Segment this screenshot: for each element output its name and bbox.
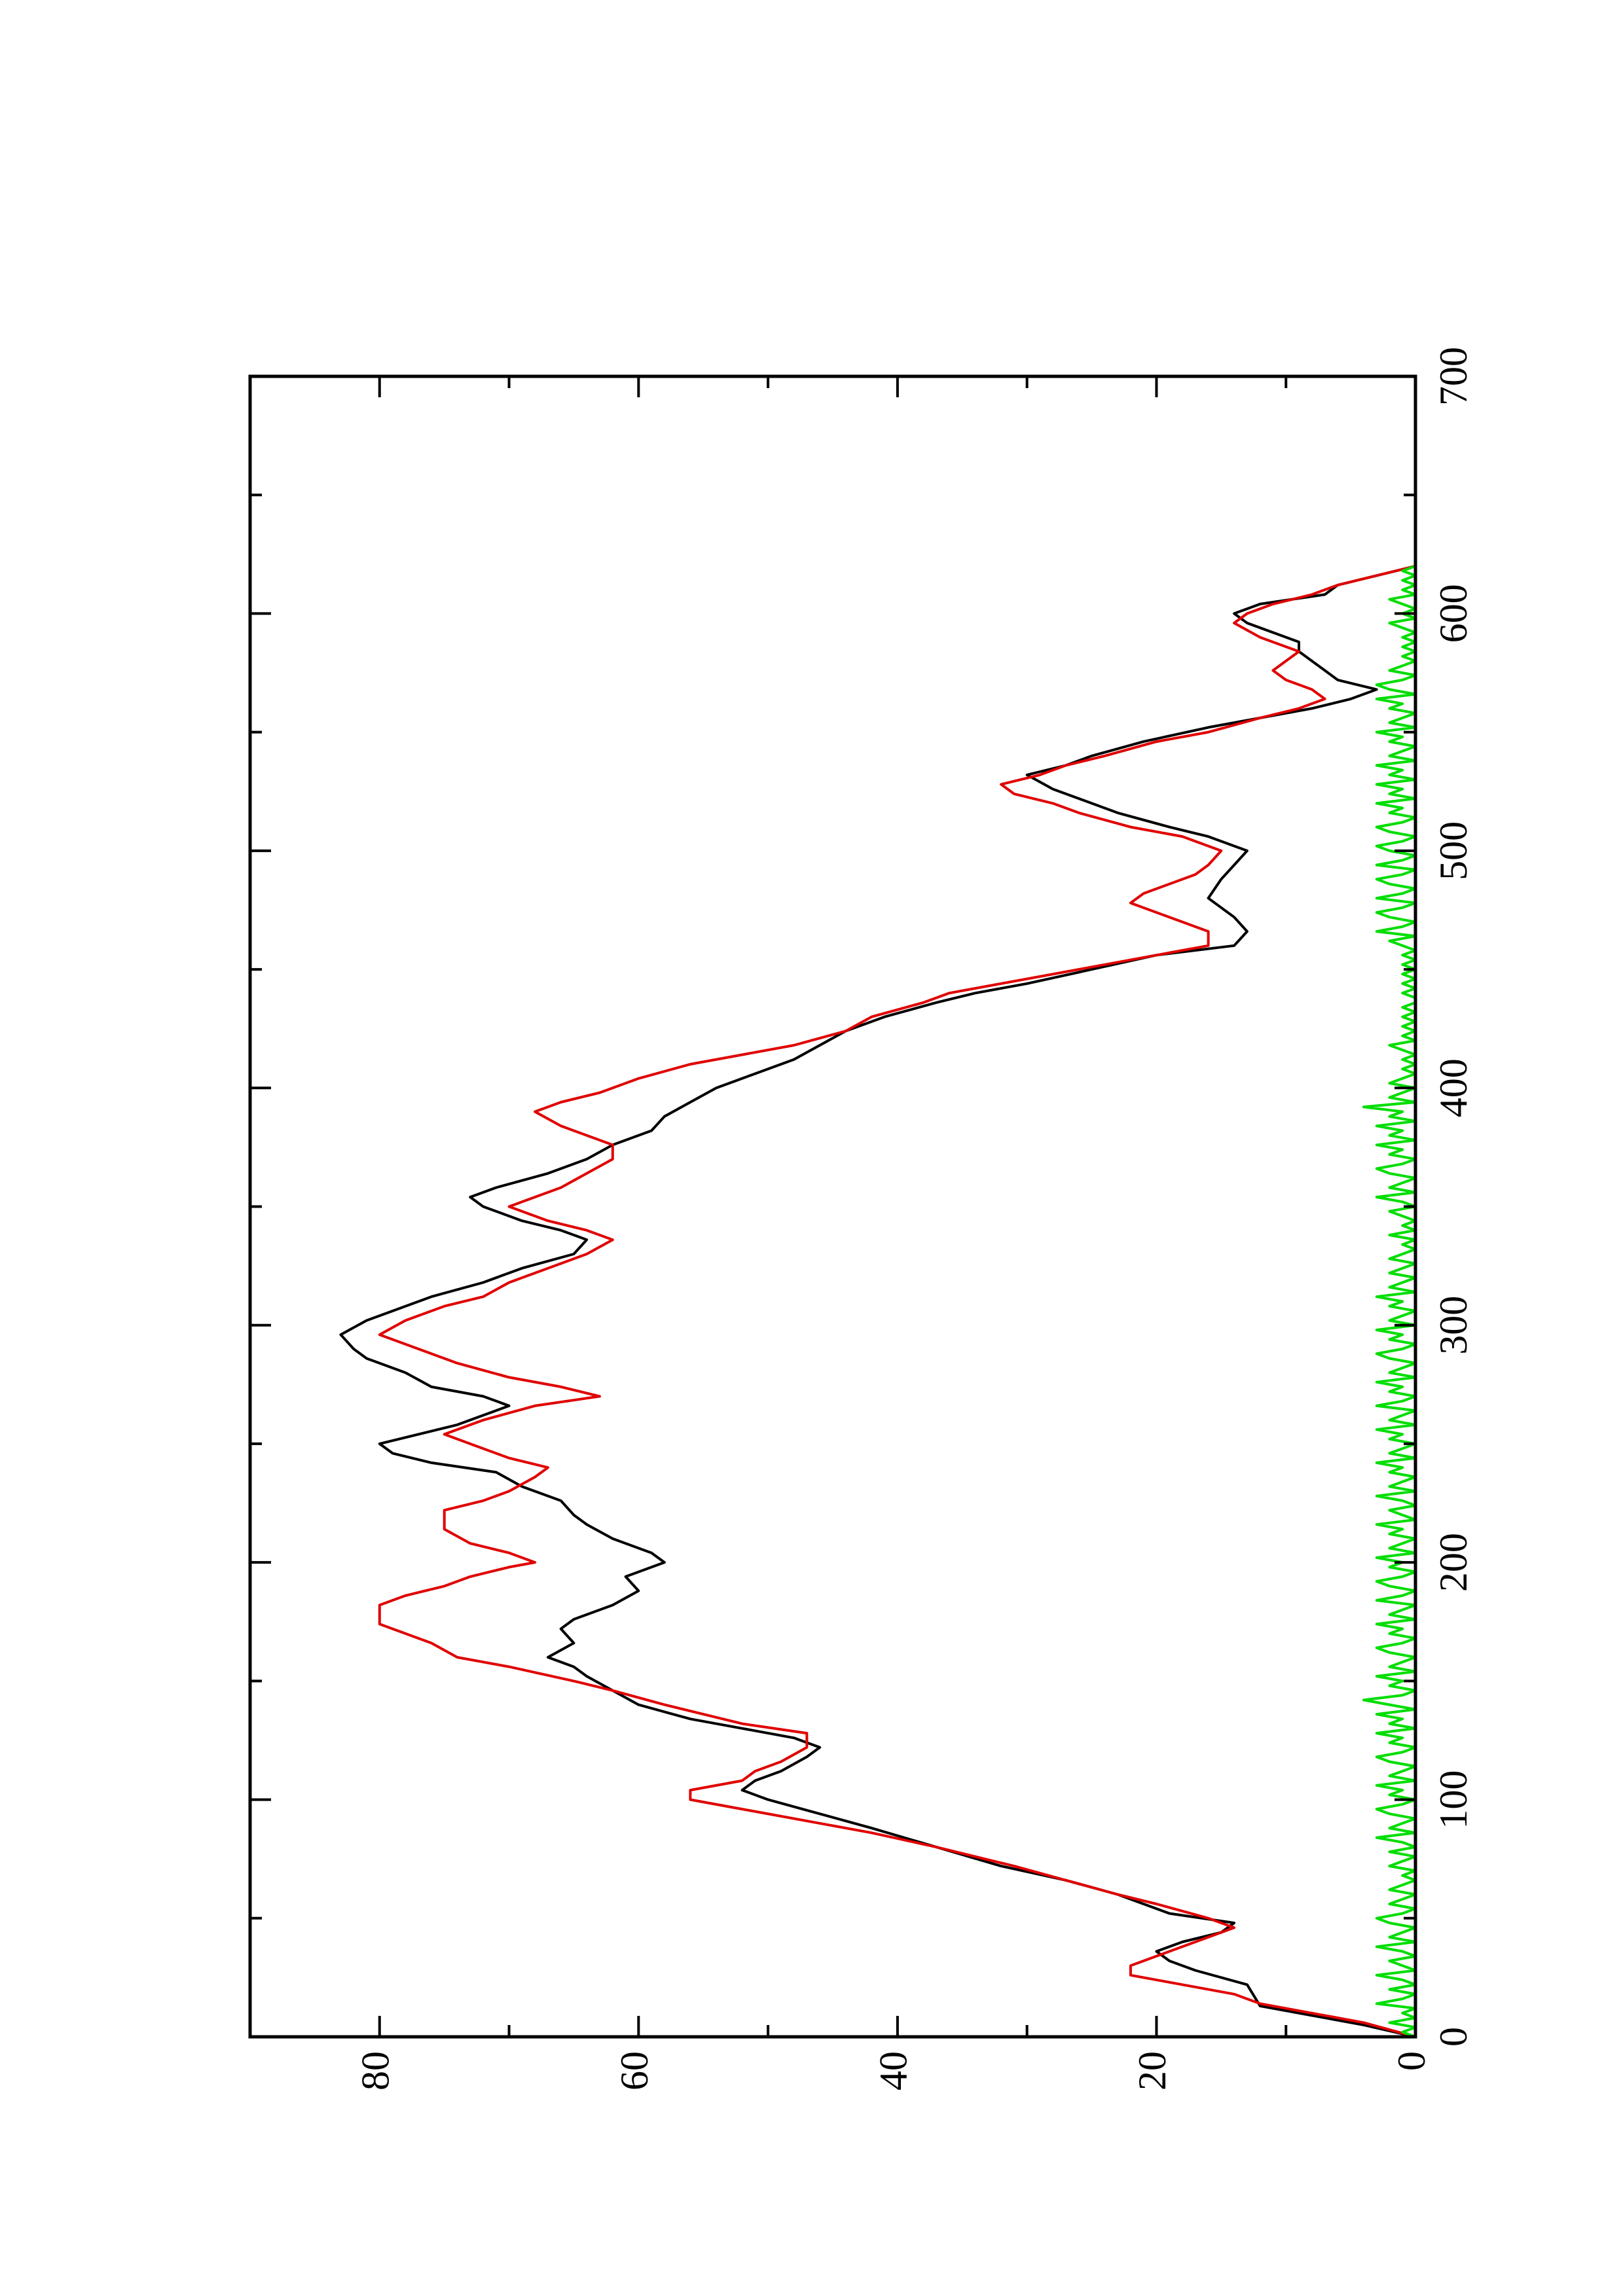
- x-tick-label: 700: [1432, 347, 1475, 406]
- x-tick-label: 600: [1432, 584, 1475, 643]
- y-tick-label: 40: [872, 2051, 915, 2090]
- series-layer: [339, 564, 1417, 2038]
- series-line-1: [339, 564, 1416, 2038]
- y-tick-label: 80: [354, 2051, 397, 2090]
- x-tick-label: 0: [1432, 2027, 1475, 2047]
- series-line-2: [378, 564, 1416, 2038]
- ticks-layer: [250, 375, 1417, 2038]
- x-tick-label: 500: [1432, 821, 1475, 880]
- y-tick-label: 60: [613, 2051, 656, 2090]
- x-tick-label: 100: [1432, 1770, 1475, 1829]
- y-tick-label: 20: [1131, 2051, 1174, 2090]
- labels-layer: 0 100 200 300 400 500 600 700 0 20 40 60 80: [354, 347, 1475, 2090]
- y-tick-label: 0: [1390, 2051, 1433, 2071]
- x-tick-label: 300: [1432, 1296, 1475, 1355]
- series-line-3: [1362, 565, 1417, 2038]
- x-tick-label: 400: [1432, 1058, 1475, 1117]
- x-tick-label: 200: [1432, 1533, 1475, 1592]
